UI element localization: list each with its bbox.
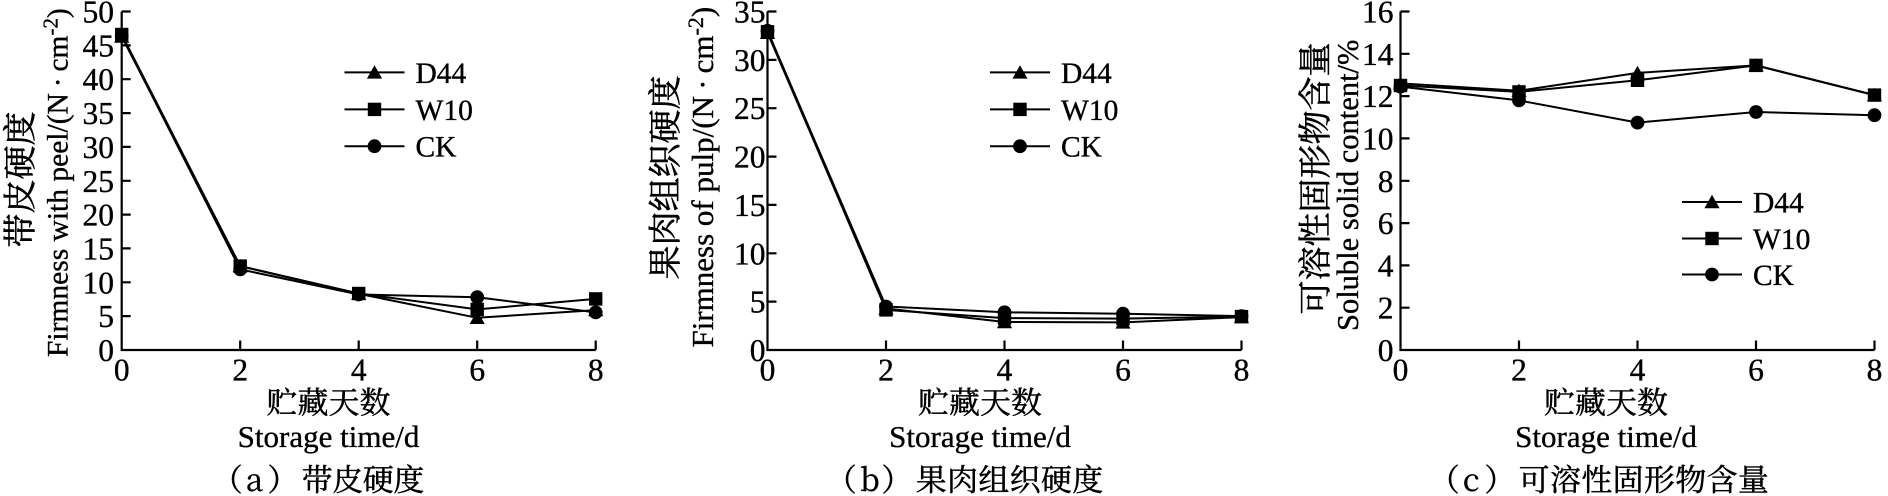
svg-text:45: 45	[83, 28, 115, 63]
svg-text:0: 0	[114, 352, 130, 387]
svg-text:Storage time/d: Storage time/d	[1515, 419, 1697, 454]
svg-text:D44: D44	[416, 58, 467, 90]
svg-text:0: 0	[750, 333, 766, 368]
svg-text:10: 10	[1362, 121, 1394, 156]
svg-text:30: 30	[83, 130, 115, 165]
svg-text:0: 0	[1393, 352, 1409, 387]
svg-text:14: 14	[1362, 37, 1394, 72]
svg-text:W10: W10	[1753, 224, 1810, 256]
svg-text:Firmness with peel/(N · cm-2): Firmness with peel/(N · cm-2)	[39, 8, 75, 357]
svg-text:12: 12	[1362, 79, 1394, 114]
svg-text:35: 35	[734, 0, 766, 30]
svg-text:4: 4	[997, 352, 1013, 387]
svg-text:5: 5	[98, 299, 114, 334]
svg-text:Storage time/d: Storage time/d	[238, 419, 420, 454]
svg-text:10: 10	[83, 265, 115, 300]
svg-text:2: 2	[1511, 352, 1527, 387]
svg-text:25: 25	[83, 164, 115, 199]
svg-text:0: 0	[760, 352, 776, 387]
svg-text:8: 8	[588, 352, 604, 387]
svg-text:16: 16	[1362, 0, 1394, 30]
svg-text:4: 4	[351, 352, 367, 387]
svg-text:Firmness of pulp/(N · cm-2): Firmness of pulp/(N · cm-2)	[683, 7, 720, 348]
svg-text:15: 15	[83, 231, 115, 266]
svg-text:35: 35	[83, 96, 115, 131]
svg-text:30: 30	[734, 43, 766, 78]
svg-text:D44: D44	[1061, 58, 1112, 90]
svg-text:2: 2	[878, 352, 894, 387]
svg-text:D44: D44	[1753, 188, 1804, 220]
svg-text:2: 2	[232, 352, 248, 387]
svg-text:8: 8	[1378, 164, 1394, 199]
svg-text:8: 8	[1234, 352, 1250, 387]
svg-text:W10: W10	[1061, 95, 1118, 127]
svg-text:6: 6	[469, 352, 485, 387]
svg-text:10: 10	[734, 236, 766, 271]
svg-text:4: 4	[1378, 248, 1394, 283]
svg-text:2: 2	[1378, 291, 1394, 326]
svg-text:CK: CK	[1061, 132, 1102, 164]
svg-text:4: 4	[1630, 352, 1646, 387]
svg-text:CK: CK	[1753, 260, 1794, 292]
svg-text:40: 40	[83, 62, 115, 97]
svg-text:0: 0	[98, 333, 114, 368]
svg-text:Storage time/d: Storage time/d	[889, 419, 1071, 454]
svg-text:15: 15	[734, 188, 766, 223]
svg-text:8: 8	[1867, 352, 1883, 387]
svg-text:Soluble solid content/%: Soluble solid content/%	[1331, 40, 1365, 331]
svg-text:20: 20	[83, 198, 115, 233]
svg-text:W10: W10	[416, 95, 473, 127]
svg-text:20: 20	[734, 140, 766, 175]
svg-text:6: 6	[1748, 352, 1764, 387]
svg-text:0: 0	[1378, 333, 1394, 368]
svg-text:CK: CK	[416, 132, 457, 164]
svg-text:50: 50	[83, 0, 115, 30]
svg-text:6: 6	[1378, 206, 1394, 241]
svg-text:5: 5	[750, 285, 766, 320]
svg-text:25: 25	[734, 91, 766, 126]
svg-text:6: 6	[1115, 352, 1131, 387]
